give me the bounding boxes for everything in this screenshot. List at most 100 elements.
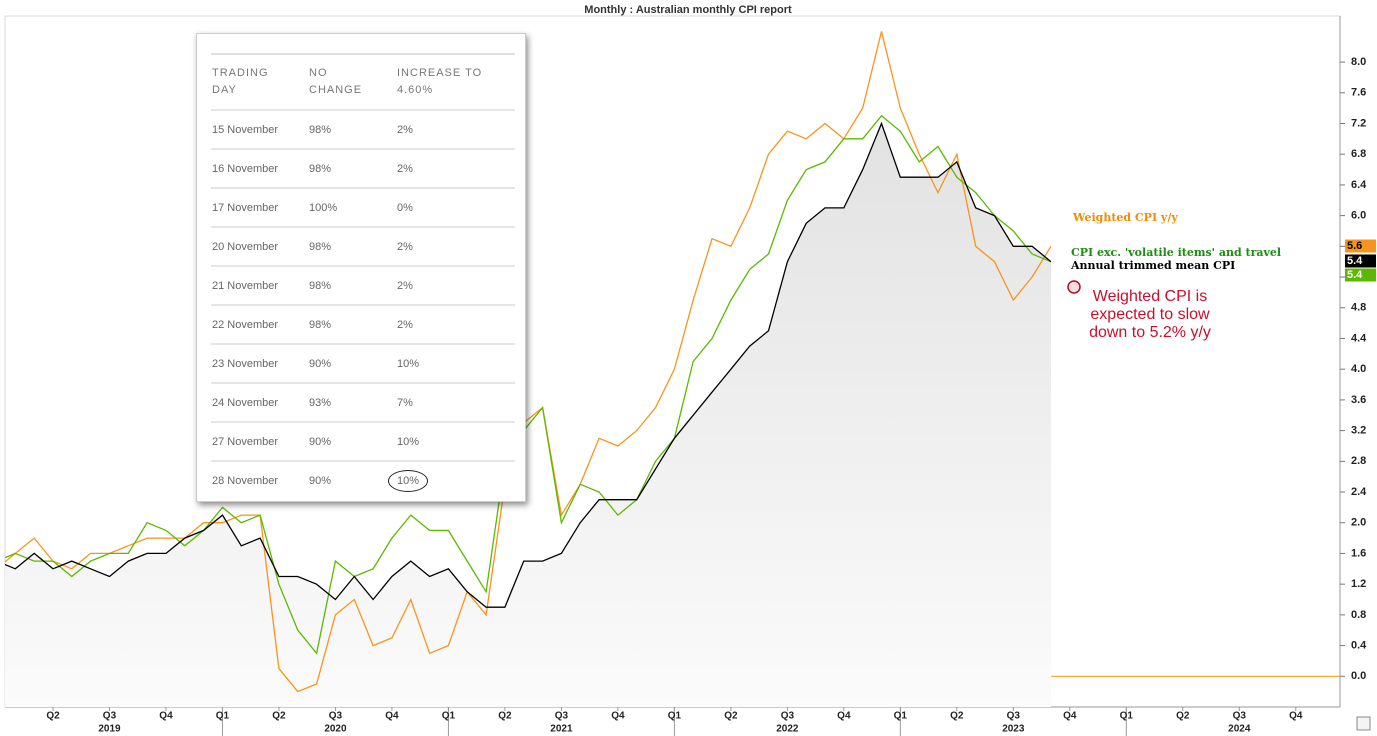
annotation: Weighted CPI is (1093, 288, 1207, 305)
last-value-label: 5.4 (1347, 269, 1363, 281)
table-cell: 98% (309, 109, 397, 149)
header-text: TRADING DAY (212, 67, 269, 96)
x-tick-label: Q4 (837, 711, 851, 722)
year-label: 2020 (324, 724, 347, 735)
last-value-box (1345, 254, 1376, 268)
series-line (5, 121, 1052, 608)
header-cell: NO CHANGE (309, 54, 397, 110)
cell-text: 98% (309, 240, 332, 253)
cell-text: 22 November (212, 318, 279, 331)
x-tick-label: Q4 (1063, 711, 1077, 722)
table-cell: 2% (397, 109, 515, 149)
cell-text: 10% (388, 469, 429, 492)
cell-text: 7% (397, 396, 413, 409)
y-tick-label: 3.6 (1351, 394, 1366, 406)
table-row: 21 November 98% 2% (211, 265, 515, 305)
table-cell: 17 November (211, 187, 309, 227)
probability-table: TRADING DAY NO CHANGE INCREASE TO 4.60% … (196, 33, 526, 502)
cell-text: 23 November (212, 357, 279, 370)
x-tick-label: Q2 (724, 711, 738, 722)
y-tick-label: 4.0 (1351, 363, 1366, 375)
x-tick-label: Q3 (555, 711, 569, 722)
header-text: INCREASE TO 4.60% (397, 67, 483, 96)
table-cell: 24 November (211, 382, 309, 422)
annotation: expected to slow (1090, 306, 1210, 323)
cell-text: 98% (309, 279, 332, 292)
x-tick-label: Q1 (1120, 711, 1134, 722)
table-cell: 20 November (211, 226, 309, 266)
y-tick-label: 6.4 (1351, 179, 1367, 191)
table-cell: 98% (309, 304, 397, 344)
x-tick-label: Q4 (159, 711, 173, 722)
cell-text: 2% (397, 318, 413, 331)
cell-text: 100% (309, 201, 338, 214)
table-cell: 7% (397, 382, 515, 422)
last-value-box (1345, 239, 1376, 253)
y-tick-label: 1.2 (1351, 578, 1366, 590)
cell-text: 2% (397, 162, 413, 175)
cell-text: 21 November (212, 279, 279, 292)
header-cell: TRADING DAY (211, 54, 309, 110)
table-cell: 100% (309, 187, 397, 227)
forecast-marker (1067, 280, 1081, 294)
cell-text: 10% (397, 357, 420, 370)
y-tick-label: 4.8 (1351, 302, 1366, 314)
table-cell: 23 November (211, 343, 309, 383)
last-value-label: 5.6 (1347, 240, 1362, 252)
series-name: CPI exc. 'volatile items' and travel (1071, 246, 1281, 259)
y-tick-label: 7.6 (1351, 87, 1366, 99)
y-tick-label: 6.8 (1351, 148, 1366, 160)
cell-text: 2% (397, 123, 413, 136)
table-cell: 21 November (211, 265, 309, 305)
table-row: 27 November 90% 10% (211, 421, 515, 461)
year-label: 2019 (98, 724, 121, 735)
cell-text: 98% (309, 318, 332, 331)
cell-text: 17 November (212, 201, 279, 214)
x-tick-label: Q4 (385, 711, 399, 722)
table-cell: 10% (397, 421, 515, 461)
table-cell: 27 November (211, 421, 309, 461)
table-cell: 10% (397, 343, 515, 383)
chart-title: Monthly : Australian monthly CPI report (584, 4, 792, 16)
y-tick-label: 7.2 (1351, 117, 1366, 129)
cell-text: 98% (309, 162, 332, 175)
y-tick-label: 0.4 (1351, 639, 1367, 651)
table-row: 16 November 98% 2% (211, 148, 515, 188)
table-cell: 15 November (211, 109, 309, 149)
year-label: 2024 (1228, 724, 1251, 735)
table: TRADING DAY NO CHANGE INCREASE TO 4.60% … (211, 53, 515, 499)
x-tick-label: Q4 (611, 711, 625, 722)
series-name: Weighted CPI y/y (1072, 211, 1178, 224)
table-row: 17 November 100% 0% (211, 187, 515, 227)
x-tick-label: Q2 (498, 711, 512, 722)
x-tick-label: Q4 (1289, 711, 1303, 722)
table-cell: 93% (309, 382, 397, 422)
cell-text: 90% (309, 357, 332, 370)
table-row: 20 November 98% 2% (211, 226, 515, 266)
last-value-label: 5.4 (1347, 255, 1363, 267)
table-cell: 10% (388, 460, 515, 499)
cell-text: 27 November (212, 435, 279, 448)
last-value-box (1345, 268, 1376, 282)
y-tick-label: 6.0 (1351, 210, 1366, 222)
table-cell: 28 November (211, 460, 309, 499)
table-cell: 2% (397, 304, 515, 344)
table-row: 24 November 93% 7% (211, 382, 515, 422)
x-tick-label: Q2 (272, 711, 286, 722)
table-cell: 90% (309, 460, 397, 499)
x-tick-label: Q1 (894, 711, 908, 722)
cell-text: 0% (397, 201, 413, 214)
cell-text: 28 November (212, 474, 279, 487)
table-cell: 90% (309, 343, 397, 383)
year-label: 2022 (776, 724, 799, 735)
y-tick-label: 3.2 (1351, 425, 1366, 437)
x-tick-label: Q3 (329, 711, 343, 722)
table-cell: 90% (309, 421, 397, 461)
y-tick-label: 8.0 (1351, 56, 1366, 68)
scale-button[interactable] (1356, 716, 1371, 731)
table-row: 22 November 98% 2% (211, 304, 515, 344)
cell-text: 90% (309, 474, 332, 487)
cell-text: 24 November (212, 396, 279, 409)
annotation: down to 5.2% y/y (1089, 324, 1211, 341)
